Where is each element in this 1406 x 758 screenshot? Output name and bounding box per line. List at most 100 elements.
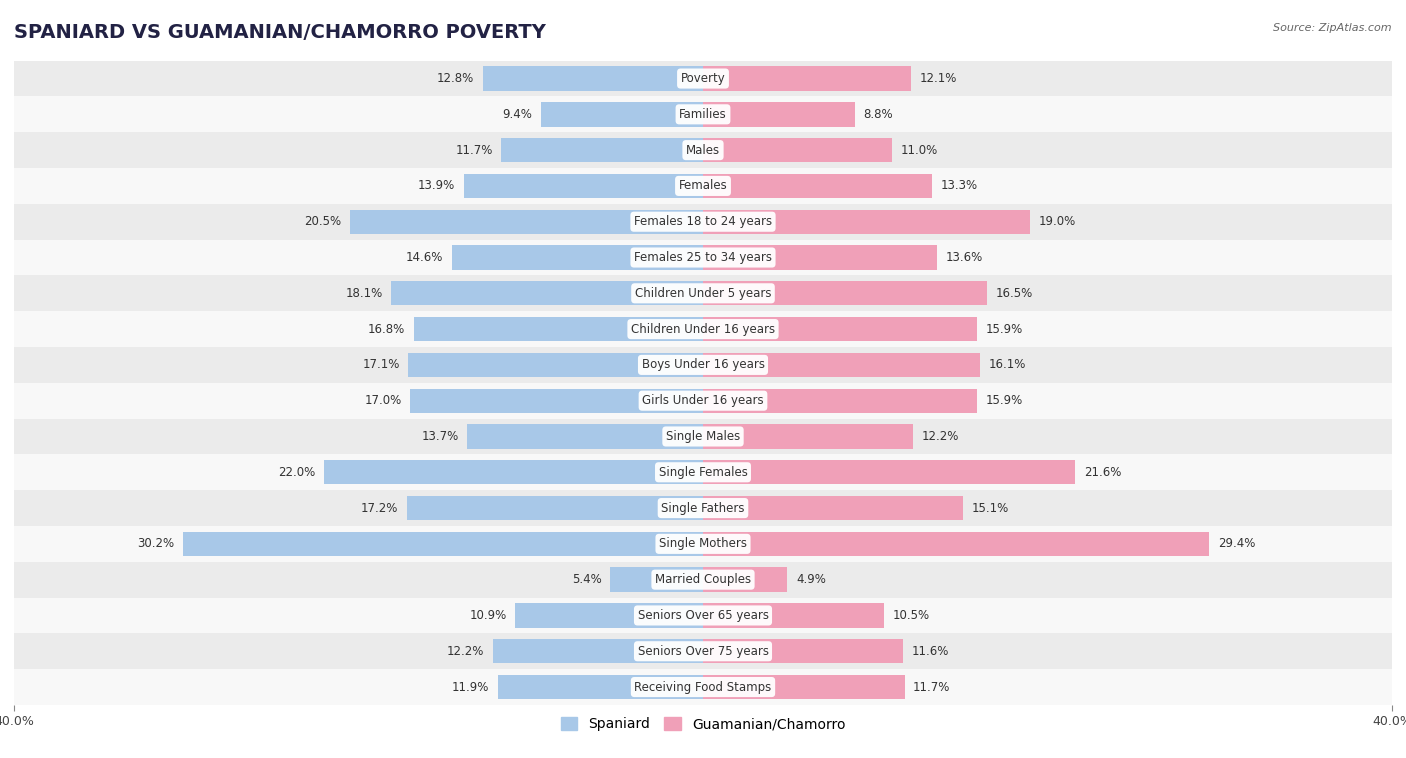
Bar <box>703 281 987 305</box>
Bar <box>14 275 1392 312</box>
Text: 11.7%: 11.7% <box>912 681 950 694</box>
Text: 18.1%: 18.1% <box>346 287 382 300</box>
Bar <box>703 102 855 127</box>
Bar <box>703 352 980 377</box>
Text: 10.9%: 10.9% <box>470 609 506 622</box>
Text: 15.1%: 15.1% <box>972 502 1010 515</box>
Bar <box>610 568 703 592</box>
Text: Receiving Food Stamps: Receiving Food Stamps <box>634 681 772 694</box>
Bar <box>14 562 1392 597</box>
Bar <box>14 634 1392 669</box>
Bar <box>541 102 703 127</box>
Text: Families: Families <box>679 108 727 121</box>
Text: 11.9%: 11.9% <box>453 681 489 694</box>
Text: 12.2%: 12.2% <box>447 645 484 658</box>
Bar <box>350 209 703 234</box>
Text: 16.1%: 16.1% <box>988 359 1026 371</box>
Text: 13.3%: 13.3% <box>941 180 977 193</box>
Text: 20.5%: 20.5% <box>304 215 342 228</box>
Text: 13.6%: 13.6% <box>946 251 983 264</box>
Text: 8.8%: 8.8% <box>863 108 893 121</box>
Bar <box>494 639 703 663</box>
Text: Children Under 5 years: Children Under 5 years <box>634 287 772 300</box>
Bar <box>14 347 1392 383</box>
Bar <box>703 496 963 520</box>
Text: 21.6%: 21.6% <box>1084 465 1121 479</box>
Text: 15.9%: 15.9% <box>986 394 1022 407</box>
Text: 17.0%: 17.0% <box>364 394 402 407</box>
Text: Single Mothers: Single Mothers <box>659 537 747 550</box>
Bar <box>482 67 703 91</box>
Bar <box>413 317 703 341</box>
Text: 16.8%: 16.8% <box>368 323 405 336</box>
Text: 22.0%: 22.0% <box>278 465 315 479</box>
Bar <box>703 531 1209 556</box>
Bar <box>502 138 703 162</box>
Bar <box>515 603 703 628</box>
Bar <box>14 418 1392 454</box>
Text: Boys Under 16 years: Boys Under 16 years <box>641 359 765 371</box>
Bar <box>703 424 912 449</box>
Text: 12.2%: 12.2% <box>922 430 959 443</box>
Text: Single Males: Single Males <box>666 430 740 443</box>
Text: 15.9%: 15.9% <box>986 323 1022 336</box>
Bar <box>14 132 1392 168</box>
Text: Seniors Over 75 years: Seniors Over 75 years <box>637 645 769 658</box>
Bar <box>14 597 1392 634</box>
Bar <box>703 317 977 341</box>
Bar <box>703 389 977 413</box>
Bar <box>703 209 1031 234</box>
Text: 16.5%: 16.5% <box>995 287 1033 300</box>
Text: 17.1%: 17.1% <box>363 359 399 371</box>
Text: Females: Females <box>679 180 727 193</box>
Bar <box>703 568 787 592</box>
Text: Source: ZipAtlas.com: Source: ZipAtlas.com <box>1274 23 1392 33</box>
Bar <box>14 168 1392 204</box>
Bar <box>391 281 703 305</box>
Bar <box>498 675 703 699</box>
Bar <box>14 669 1392 705</box>
Text: SPANIARD VS GUAMANIAN/CHAMORRO POVERTY: SPANIARD VS GUAMANIAN/CHAMORRO POVERTY <box>14 23 546 42</box>
Text: Females 25 to 34 years: Females 25 to 34 years <box>634 251 772 264</box>
Text: 19.0%: 19.0% <box>1039 215 1076 228</box>
Bar <box>14 240 1392 275</box>
Text: 11.6%: 11.6% <box>911 645 949 658</box>
Text: 12.8%: 12.8% <box>437 72 474 85</box>
Bar <box>14 454 1392 490</box>
Bar <box>703 67 911 91</box>
Bar <box>703 675 904 699</box>
Bar <box>323 460 703 484</box>
Text: 11.7%: 11.7% <box>456 143 494 157</box>
Legend: Spaniard, Guamanian/Chamorro: Spaniard, Guamanian/Chamorro <box>555 712 851 737</box>
Bar <box>451 246 703 270</box>
Bar <box>406 496 703 520</box>
Bar <box>14 96 1392 132</box>
Bar <box>14 526 1392 562</box>
Text: 13.7%: 13.7% <box>422 430 458 443</box>
Text: Males: Males <box>686 143 720 157</box>
Text: Single Fathers: Single Fathers <box>661 502 745 515</box>
Text: 13.9%: 13.9% <box>418 180 456 193</box>
Text: 11.0%: 11.0% <box>901 143 938 157</box>
Text: Children Under 16 years: Children Under 16 years <box>631 323 775 336</box>
Bar <box>703 460 1076 484</box>
Bar <box>14 312 1392 347</box>
Bar <box>14 61 1392 96</box>
Text: 5.4%: 5.4% <box>572 573 602 586</box>
Bar <box>464 174 703 198</box>
Bar <box>467 424 703 449</box>
Text: Seniors Over 65 years: Seniors Over 65 years <box>637 609 769 622</box>
Text: Married Couples: Married Couples <box>655 573 751 586</box>
Text: Poverty: Poverty <box>681 72 725 85</box>
Bar <box>703 138 893 162</box>
Text: 30.2%: 30.2% <box>138 537 174 550</box>
Bar <box>183 531 703 556</box>
Bar <box>703 639 903 663</box>
Bar <box>14 204 1392 240</box>
Text: 14.6%: 14.6% <box>405 251 443 264</box>
Text: Females 18 to 24 years: Females 18 to 24 years <box>634 215 772 228</box>
Text: 29.4%: 29.4% <box>1218 537 1256 550</box>
Text: 4.9%: 4.9% <box>796 573 825 586</box>
Bar <box>703 174 932 198</box>
Text: Girls Under 16 years: Girls Under 16 years <box>643 394 763 407</box>
